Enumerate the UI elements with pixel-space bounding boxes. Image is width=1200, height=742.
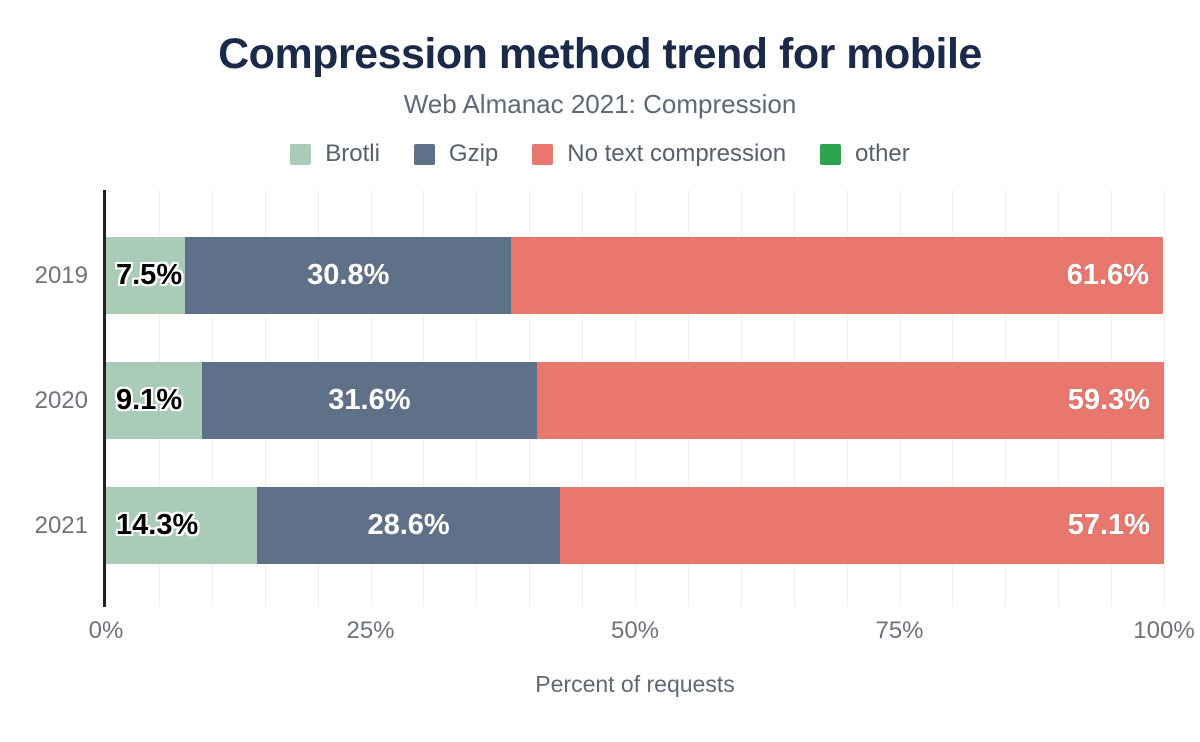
plot-area: Percent of requests 2019 7.5% 30.8% 61.6% 20…: [35, 190, 1195, 697]
bar-segment-brotli-2021[interactable]: 14.3%: [106, 487, 258, 564]
chart-title: Compression method trend for mobile: [218, 30, 982, 78]
value-label-brotli-2019: 7.5%: [116, 259, 183, 291]
value-label-gzip-2021: 28.6%: [367, 509, 450, 541]
chart-subtitle: Web Almanac 2021: Compression: [403, 89, 797, 119]
bar-segment-gzip-2020[interactable]: 31.6%: [202, 362, 537, 439]
bar-segment-gzip-2021[interactable]: 28.6%: [257, 487, 560, 564]
bar-segment-no-text-compression-2020[interactable]: 59.3%: [536, 362, 1164, 439]
legend-item-gzip[interactable]: Gzip: [413, 140, 499, 168]
value-label-no-text-compression-2019: 61.6%: [1066, 259, 1149, 291]
x-axis-label: Percent of requests: [535, 671, 735, 697]
value-label-gzip-2020: 31.6%: [328, 384, 411, 416]
value-label-no-text-compression-2021: 57.1%: [1067, 509, 1150, 541]
legend-item-no-text-compression[interactable]: No text compression: [532, 140, 786, 168]
x-tick-100: 100%: [1133, 617, 1195, 644]
x-tick-75: 75%: [875, 617, 924, 644]
legend-label-no-text-compression: No text compression: [567, 140, 787, 167]
legend: Brotli Gzip No text compression other: [0, 140, 1200, 168]
legend-label-other: other: [855, 140, 910, 167]
y-axis-label-2019: 2019: [34, 261, 88, 289]
gridline-100: [1164, 190, 1165, 607]
bar-segment-brotli-2020[interactable]: 9.1%: [106, 362, 203, 439]
bar-row-2019: 2019 7.5% 30.8% 61.6%: [35, 237, 1164, 314]
bar-segment-gzip-2019[interactable]: 30.8%: [185, 237, 512, 314]
legend-swatch-no-text-compression: [532, 143, 554, 165]
bar-segment-no-text-compression-2019[interactable]: 61.6%: [511, 237, 1163, 314]
legend-label-gzip: Gzip: [448, 140, 499, 167]
bar-segment-brotli-2019[interactable]: 7.5%: [106, 237, 186, 314]
bar-row-2020: 2020 9.1% 31.6% 59.3%: [35, 362, 1164, 439]
value-label-no-text-compression-2020: 59.3%: [1067, 384, 1150, 416]
legend-item-brotli[interactable]: Brotli: [290, 140, 380, 168]
legend-label-brotli: Brotli: [325, 140, 380, 167]
y-axis-label-2020: 2020: [34, 386, 88, 414]
value-label-brotli-2020: 9.1%: [116, 384, 183, 416]
legend-swatch-brotli: [290, 143, 312, 165]
legend-swatch-gzip: [413, 143, 435, 165]
y-axis-label-2021: 2021: [34, 511, 88, 539]
legend-swatch-other: [820, 143, 842, 165]
value-label-gzip-2019: 30.8%: [307, 259, 390, 291]
x-tick-50: 50%: [610, 617, 660, 644]
value-label-brotli-2021: 14.3%: [116, 509, 199, 541]
bar-segment-no-text-compression-2021[interactable]: 57.1%: [559, 487, 1164, 564]
legend-item-other[interactable]: other: [820, 140, 910, 168]
x-tick-25: 25%: [346, 617, 395, 644]
bar-row-2021: 2021 14.3% 28.6% 57.1%: [35, 487, 1164, 564]
x-tick-0: 0%: [88, 617, 124, 644]
